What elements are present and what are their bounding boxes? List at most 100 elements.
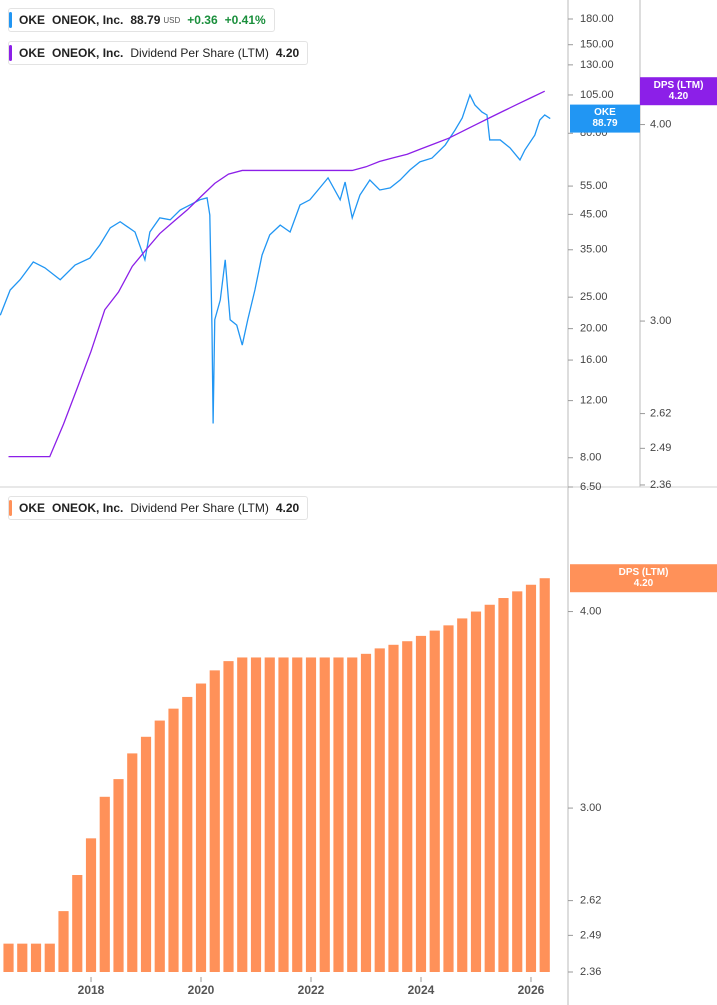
y-tick-label: 105.00: [580, 89, 614, 101]
bar: [305, 657, 317, 972]
bar: [443, 625, 454, 972]
x-tick-label: 2026: [518, 983, 545, 997]
badge-value: 4.20: [634, 578, 654, 589]
bar: [195, 683, 207, 972]
legend-change-percent: +0.41%: [224, 13, 266, 27]
bar: [168, 708, 179, 972]
legend-ticker: OKE: [19, 13, 46, 27]
badge-label: OKE: [594, 107, 616, 118]
bar: [292, 657, 303, 972]
x-tick-label: 2018: [78, 983, 105, 997]
legend-company: ONEOK, Inc.: [52, 501, 124, 515]
legend-company: ONEOK, Inc.: [52, 13, 124, 27]
price-badge: [640, 77, 717, 106]
y-tick-label: 2.36: [650, 479, 671, 491]
legend-swatch: [9, 500, 12, 516]
bar: [209, 670, 220, 972]
legend-swatch: [9, 45, 12, 61]
y-tick-label: 16.00: [580, 354, 608, 366]
bar: [58, 911, 69, 972]
bar: [498, 598, 509, 972]
x-tick-label: 2020: [188, 983, 215, 997]
bar: [278, 657, 289, 972]
legend-company: ONEOK, Inc.: [52, 46, 124, 60]
price-badge: [570, 564, 717, 593]
bar: [72, 875, 83, 972]
y-tick-label: 25.00: [580, 291, 608, 303]
y-tick-label: 130.00: [580, 59, 614, 71]
bar: [127, 753, 138, 972]
bar: [333, 657, 344, 972]
legend: OKE ONEOK, Inc. 88.79 USD +0.36 +0.41%: [8, 8, 275, 32]
y-tick-label: 2.62: [650, 407, 671, 419]
bar: [402, 641, 413, 972]
y-tick-label: 35.00: [580, 244, 608, 256]
legend-change: +0.36: [187, 13, 218, 27]
plot-area: [0, 90, 551, 458]
bar: [182, 696, 193, 972]
legend: OKE ONEOK, Inc. Dividend Per Share (LTM)…: [8, 41, 309, 65]
bar: [347, 657, 358, 972]
y-tick-label: 45.00: [580, 208, 608, 220]
y-tick-label: 8.00: [580, 452, 601, 464]
bar: [154, 720, 165, 972]
legend-swatch: [9, 12, 12, 28]
price-badge: [570, 104, 640, 133]
legend-value: 4.20: [275, 46, 300, 60]
bar: [374, 648, 385, 972]
bar: [250, 657, 262, 972]
legend-value: 4.20: [275, 501, 300, 515]
y-tick-label: 3.00: [650, 315, 671, 327]
badge-value: 4.20: [669, 91, 689, 102]
y-tick-label: 20.00: [580, 323, 608, 335]
y-tick-label: 6.50: [580, 481, 601, 493]
y-tick-label: 3.00: [580, 802, 601, 814]
bar: [319, 657, 330, 972]
bar: [525, 584, 537, 972]
bar: [237, 657, 248, 972]
legend-currency: USD: [163, 15, 181, 25]
legend-price: 88.79: [130, 13, 161, 27]
y-tick-label: 2.49: [580, 929, 601, 941]
series-line: [0, 93, 551, 424]
bar: [44, 943, 55, 972]
legend-metric: Dividend Per Share (LTM): [130, 46, 269, 60]
bar: [17, 943, 28, 972]
x-tick-label: 2022: [298, 983, 325, 997]
y-tick-label: 4.00: [650, 118, 671, 130]
legend-ticker: OKE: [19, 501, 46, 515]
bar: [113, 779, 124, 972]
badge-label: DPS (LTM): [654, 80, 704, 91]
badge-label: DPS (LTM): [619, 567, 669, 578]
y-tick-label: 12.00: [580, 395, 608, 407]
bar: [3, 943, 14, 972]
bar: [99, 796, 110, 972]
bar: [484, 604, 495, 972]
bar: [85, 838, 97, 972]
series-line: [8, 90, 546, 458]
bar: [388, 644, 399, 972]
bar: [457, 618, 468, 972]
y-tick-label: 150.00: [580, 39, 614, 51]
bar: [30, 943, 42, 972]
legend-metric: Dividend Per Share (LTM): [130, 501, 269, 515]
bar: [360, 653, 372, 972]
bar: [223, 661, 234, 972]
legend: OKE ONEOK, Inc. Dividend Per Share (LTM)…: [8, 496, 309, 520]
badge-value: 88.79: [592, 118, 617, 129]
y-tick-label: 2.62: [580, 895, 601, 907]
y-tick-label: 4.00: [580, 605, 601, 617]
bar: [415, 635, 427, 972]
y-tick-label: 2.49: [650, 442, 671, 454]
bar: [539, 578, 550, 972]
y-tick-label: 2.36: [580, 966, 601, 978]
bar: [429, 630, 440, 972]
y-tick-label: 55.00: [580, 180, 608, 192]
legend-ticker: OKE: [19, 46, 46, 60]
y-tick-label: 180.00: [580, 13, 614, 25]
bar: [140, 736, 152, 972]
x-tick-label: 2024: [408, 983, 435, 997]
bar: [470, 611, 482, 972]
